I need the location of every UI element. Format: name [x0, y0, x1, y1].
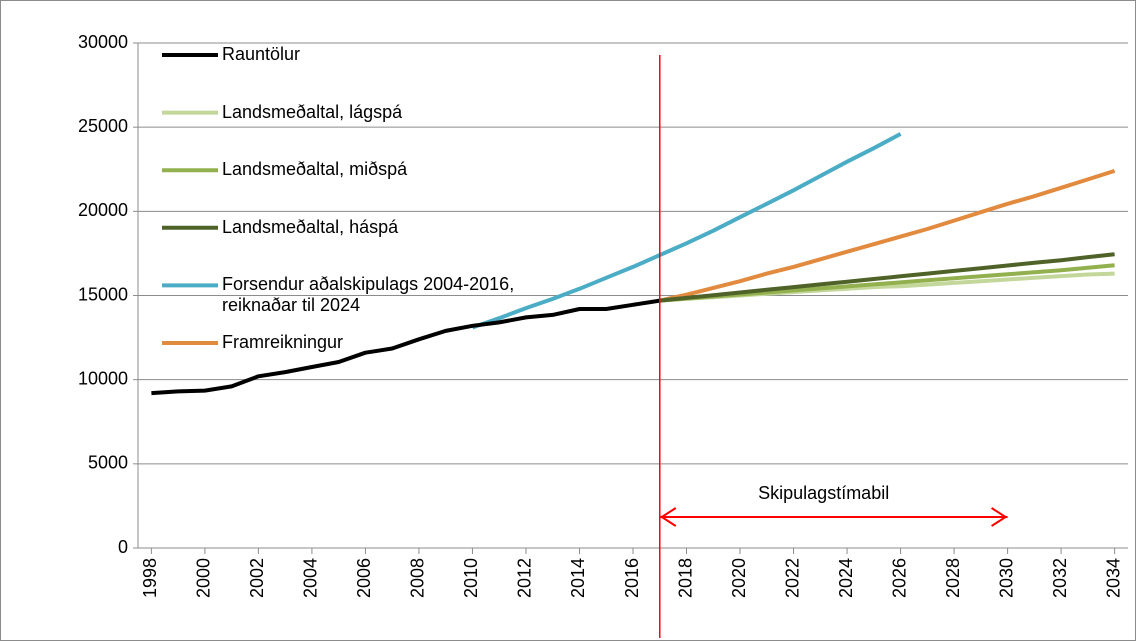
annotation-label: Skipulagstímabil	[758, 483, 889, 503]
y-tick-label: 25000	[78, 116, 128, 136]
y-tick-label: 0	[118, 537, 128, 557]
y-tick-label: 10000	[78, 368, 128, 388]
legend-entry: Framreikningur	[222, 332, 344, 352]
x-tick-label: 2010	[461, 558, 481, 598]
x-tick-label: 2024	[836, 558, 856, 598]
x-tick-label: 2000	[194, 558, 214, 598]
y-tick-label: 15000	[78, 284, 128, 304]
y-tick-label: 20000	[78, 200, 128, 220]
x-tick-label: 1998	[140, 558, 160, 598]
x-tick-label: 2018	[675, 558, 695, 598]
x-tick-label: 2014	[568, 558, 588, 598]
x-tick-label: 2030	[996, 558, 1016, 598]
x-tick-label: 2012	[515, 558, 535, 598]
x-tick-label: 2032	[1050, 558, 1070, 598]
arrow-head	[659, 507, 677, 527]
series-line	[151, 298, 661, 396]
series-line	[659, 252, 1115, 303]
legend-label: Forsendur aðalskipulags 2004-2016, reikn…	[222, 274, 515, 316]
series-line	[659, 168, 1116, 303]
legend-label: Framreikningur	[222, 332, 344, 352]
legend-entry: Landsmeðaltal, miðspá	[222, 159, 408, 180]
x-tick-label: 2026	[889, 558, 909, 598]
legend-entry: Landsmeðaltal, háspá	[222, 216, 399, 237]
series-line	[471, 132, 902, 330]
legend-entry: Forsendur aðalskipulags 2004-2016, reikn…	[222, 274, 515, 316]
x-tick-label: 2020	[729, 558, 749, 598]
x-tick-label: 2008	[408, 558, 428, 598]
x-tick-label: 2028	[943, 558, 963, 598]
x-tick-label: 2004	[301, 558, 321, 598]
x-tick-label: 2034	[1103, 558, 1123, 598]
legend-label: Landsmeðaltal, háspá	[222, 216, 399, 237]
legend-label: Rauntölur	[222, 44, 301, 64]
arrow-head	[991, 507, 1008, 527]
x-tick-label: 2022	[782, 558, 802, 598]
x-tick-label: 2002	[247, 558, 267, 598]
y-tick-label: 5000	[88, 453, 128, 473]
legend-entry: Rauntölur	[222, 44, 301, 64]
x-tick-label: 2006	[354, 558, 374, 598]
y-tick-label: 30000	[78, 32, 128, 52]
legend-label: Landsmeðaltal, miðspá	[222, 159, 408, 180]
legend-entry: Landsmeðaltal, lágspá	[222, 101, 403, 122]
legend-label: Landsmeðaltal, lágspá	[222, 101, 403, 122]
x-tick-label: 2016	[622, 558, 642, 598]
